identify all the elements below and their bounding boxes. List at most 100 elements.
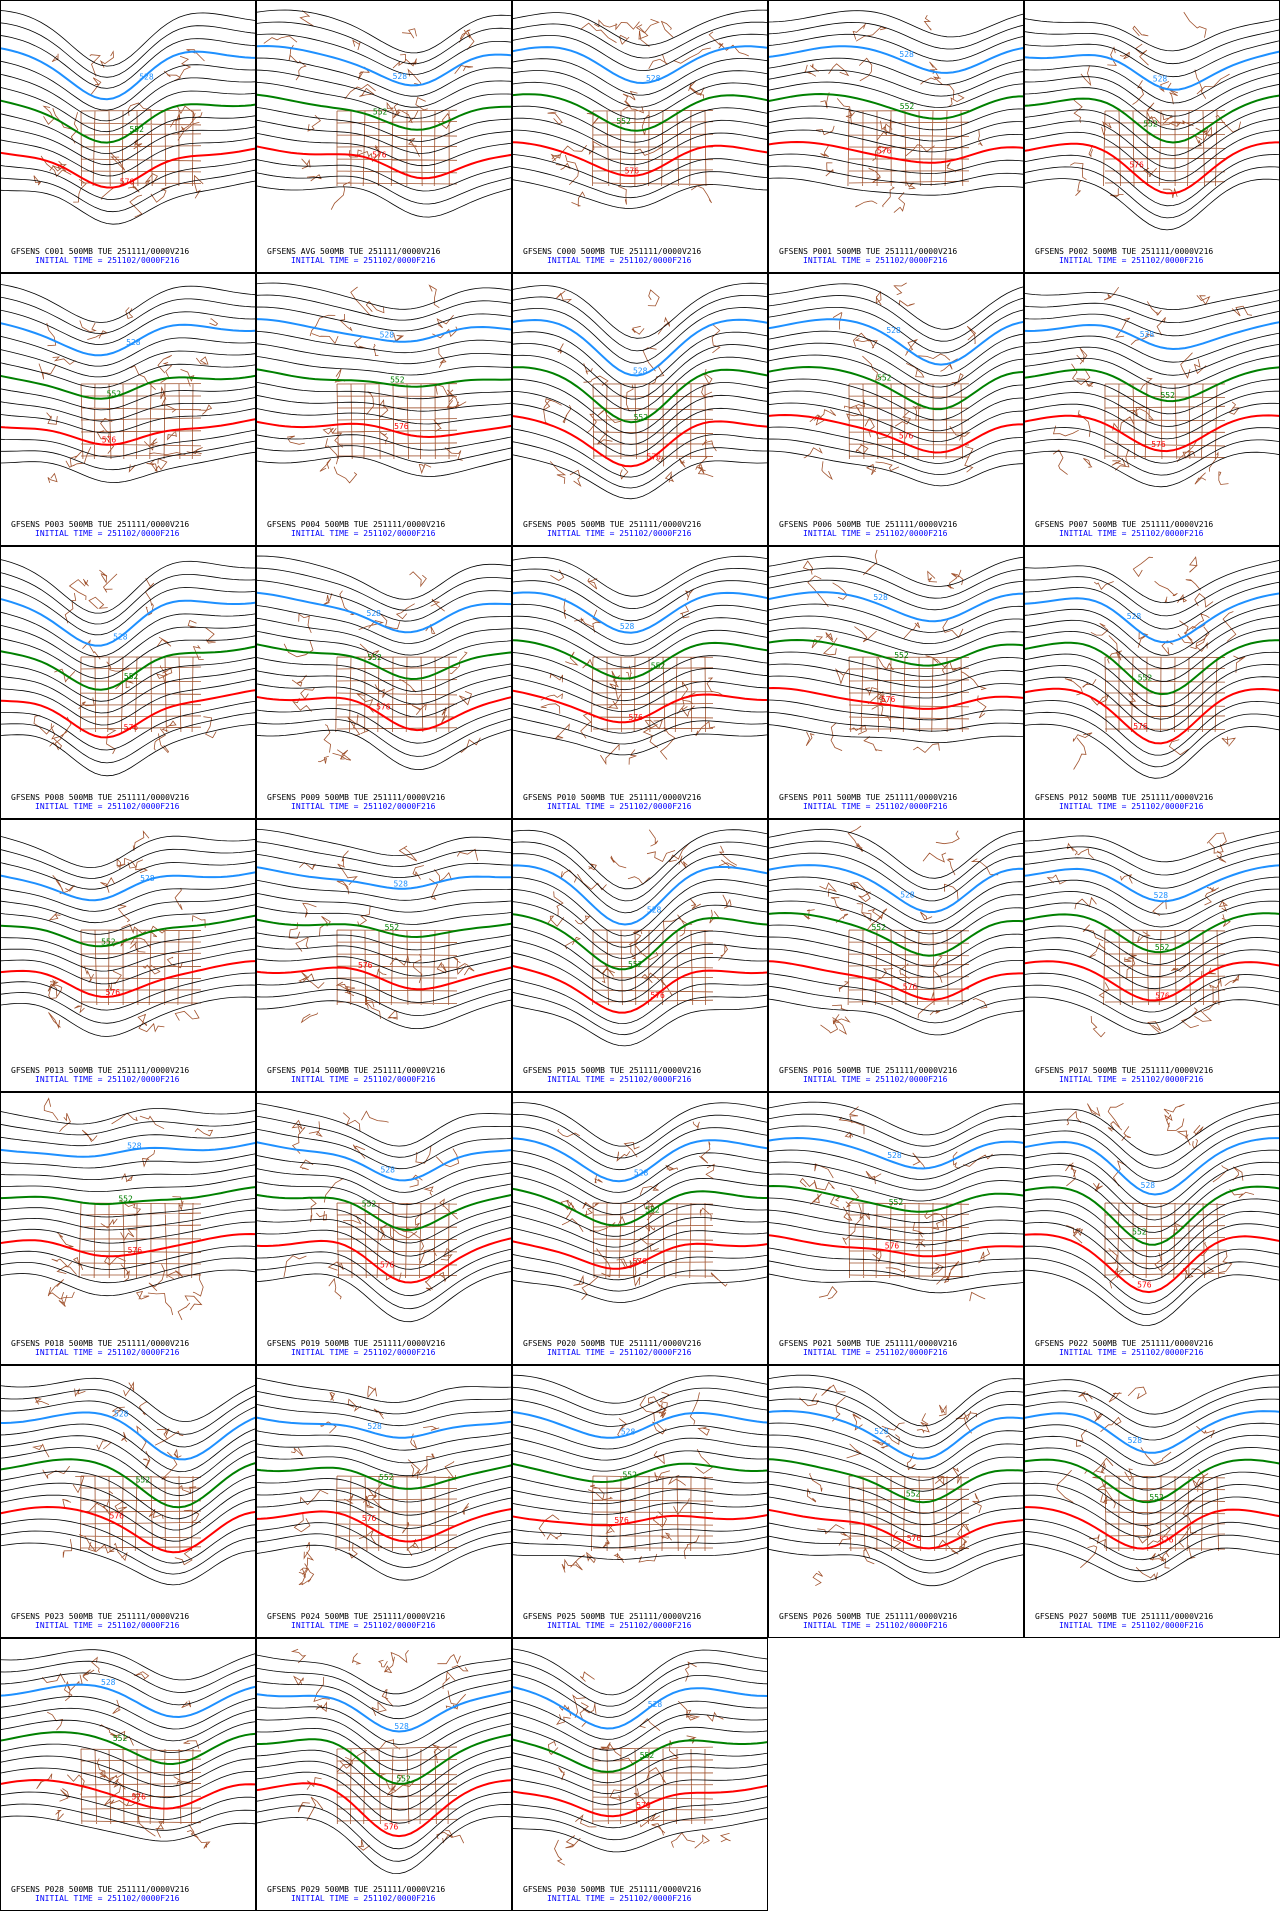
contour-line <box>769 1374 1023 1427</box>
contour-line <box>513 1661 767 1707</box>
contour-line <box>1 1815 255 1842</box>
contour-line <box>1025 1198 1279 1258</box>
contour-line <box>513 1276 767 1303</box>
map-outline <box>1065 1103 1255 1289</box>
contour-line <box>513 1818 767 1853</box>
contour-line-highlight <box>513 689 767 724</box>
contour-line-highlight <box>1 1141 255 1158</box>
contour-label: 576 <box>120 177 135 186</box>
contour-line <box>1025 853 1279 889</box>
contour-line <box>1025 84 1279 130</box>
contour-label: 552 <box>1149 1493 1164 1502</box>
contour-label: 552 <box>616 117 631 126</box>
map-panel: 528 552 576 GFSENS P002 500MB TUE 251111/00… <box>1024 0 1280 273</box>
contour-line <box>769 1113 1023 1147</box>
map-outline <box>1056 1386 1226 1581</box>
contour-line <box>1 386 255 411</box>
contour-line <box>769 307 1023 354</box>
contour-label: 576 <box>636 1801 651 1810</box>
contour-line <box>257 172 511 205</box>
contour-line <box>513 1254 767 1281</box>
contour-label: 552 <box>1143 120 1158 129</box>
panel-title: GFSENS P028 500MB TUE 251111/0000V216 <box>11 1885 189 1894</box>
panel-title: GFSENS P029 500MB TUE 251111/0000V216 <box>267 1885 445 1894</box>
map: 528 552 576 GFSENS P022 500MB TUE 251111/00… <box>1025 1102 1279 1364</box>
contour-line <box>1 700 255 751</box>
contour-line <box>513 1547 767 1560</box>
contour-line <box>1025 166 1279 219</box>
map-panel: 528 552 576 GFSENS P005 500MB TUE 251111/00… <box>512 273 768 546</box>
contour-line <box>1025 310 1279 337</box>
initial-time: INITIAL TIME = 251102/0000F216 <box>1059 1621 1204 1630</box>
initial-time: INITIAL TIME = 251102/0000F216 <box>1059 1075 1204 1084</box>
contour-label: 528 <box>393 72 408 81</box>
contour-line <box>257 282 511 310</box>
contour-line-highlight <box>1025 141 1279 195</box>
contour-line <box>1 309 255 345</box>
contour-line <box>1 1257 255 1284</box>
contour-line <box>1025 925 1279 965</box>
map: 528 552 576 GFSENS P001 500MB TUE 251111/00… <box>769 10 1023 272</box>
contour-line <box>769 711 1023 732</box>
contour-line-highlight <box>769 1136 1023 1170</box>
map: 528 552 576 GFSENS P017 500MB TUE 251111/00… <box>1025 830 1279 1091</box>
contour-line <box>513 105 767 143</box>
contour-line <box>257 1475 511 1503</box>
contour-line <box>257 1205 511 1244</box>
contour-line <box>1025 18 1279 52</box>
contour-line <box>1025 1221 1279 1282</box>
contour-line-highlight <box>769 140 1023 164</box>
caption-bg <box>513 1879 767 1910</box>
contour-line <box>513 1489 767 1505</box>
contour-line <box>1 635 255 679</box>
contour-line-highlight <box>1 598 255 647</box>
contour-line <box>513 555 767 597</box>
contour-line <box>513 1005 767 1047</box>
caption-bg <box>1 1060 255 1091</box>
contour-line <box>769 985 1023 1024</box>
contour-line-highlight <box>1025 1185 1279 1246</box>
contour-line <box>257 107 511 142</box>
contour-label: 552 <box>634 413 649 422</box>
map-panel: 528 552 576 GFSENS P020 500MB TUE 251111/00… <box>512 1092 768 1365</box>
contour-line <box>513 1648 767 1696</box>
contour-line <box>1 397 255 422</box>
caption-bg <box>513 1606 767 1637</box>
map-panel: 528 552 576 GFSENS P011 500MB TUE 251111/00… <box>768 546 1024 819</box>
panel-title: GFSENS P007 500MB TUE 251111/0000V216 <box>1035 520 1213 529</box>
contour-line <box>257 1745 511 1798</box>
contour-line <box>1025 996 1279 1036</box>
initial-time: INITIAL TIME = 251102/0000F216 <box>35 256 180 265</box>
map: 528 552 576 GFSENS P003 500MB TUE 251111/00… <box>1 284 255 545</box>
map-panel: 528 552 576 GFSENS P017 500MB TUE 251111/00… <box>1024 819 1280 1092</box>
contour-label: 528 <box>647 906 662 915</box>
contour-label: 528 <box>1154 891 1169 900</box>
map-outline <box>802 549 987 754</box>
map: 528 552 576 GFSENS P010 500MB TUE 251111/00… <box>513 555 767 818</box>
contour-line-highlight <box>257 1193 511 1232</box>
contour-label: 552 <box>871 923 886 932</box>
contour-line <box>513 1807 767 1841</box>
contour-line <box>513 21 767 59</box>
contour-line <box>769 402 1023 443</box>
contour-line <box>1025 888 1279 928</box>
contour-line <box>257 1377 511 1403</box>
contour-line-highlight <box>769 413 1023 454</box>
contour-line <box>1 362 255 389</box>
contour-line <box>257 159 511 192</box>
contour-line <box>257 185 511 218</box>
contour-label: 552 <box>1138 674 1153 683</box>
contour-line <box>1025 664 1279 720</box>
contour-line-highlight <box>1025 960 1279 1002</box>
contour-line <box>257 670 511 705</box>
contour-line <box>1025 1518 1279 1561</box>
panel-title: GFSENS P012 500MB TUE 251111/0000V216 <box>1035 793 1213 802</box>
contour-line <box>1025 570 1279 617</box>
contour-line <box>257 718 511 757</box>
contour-line <box>1025 1257 1279 1315</box>
contour-line <box>1 1743 255 1776</box>
map-outline <box>1069 11 1241 198</box>
panel-title: GFSENS P017 500MB TUE 251111/0000V216 <box>1035 1066 1213 1075</box>
contour-line <box>1 180 255 225</box>
map-outline <box>43 1097 214 1321</box>
